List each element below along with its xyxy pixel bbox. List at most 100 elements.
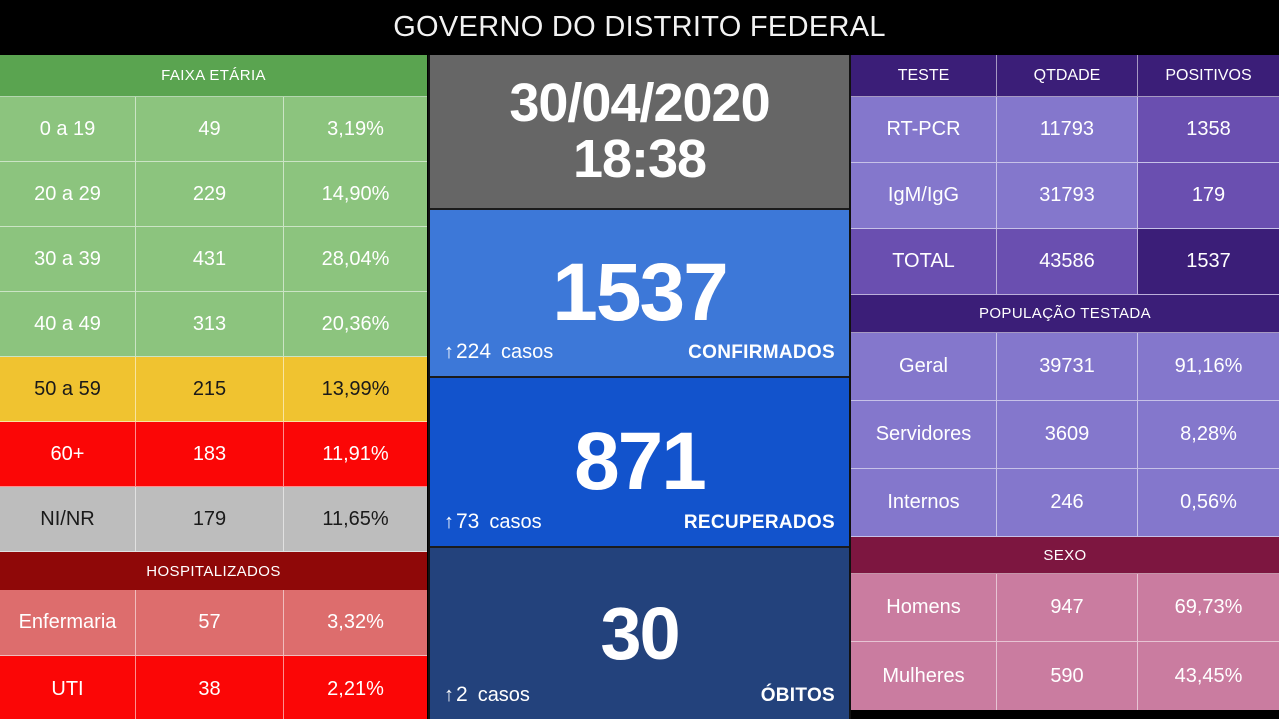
age-range-label: 30 a 39: [0, 227, 136, 291]
table-row: RT-PCR 11793 1358: [851, 97, 1279, 163]
arrow-up-icon: ↑: [444, 341, 454, 363]
sexo-percent: 69,73%: [1174, 596, 1243, 618]
confirmados-value: 1537: [552, 247, 728, 338]
obitos-delta-value: 2: [456, 683, 468, 706]
obitos-card: 30 ↑ 2 casos ÓBITOS: [430, 548, 849, 719]
age-range-count: 183: [136, 422, 284, 486]
teste-qtdade: 11793: [997, 97, 1138, 162]
age-range-count: 215: [136, 357, 284, 421]
arrow-up-icon: ↑: [444, 684, 454, 706]
sexo-label: Homens: [851, 574, 997, 641]
table-row: Enfermaria 57 3,32%: [0, 590, 427, 656]
hospitalizados-percent: 3,32%: [327, 611, 384, 633]
age-range-percent: 28,04%: [321, 247, 390, 270]
hospitalizados-label: UTI: [0, 656, 136, 719]
confirmados-label: CONFIRMADOS: [688, 342, 835, 363]
faixa-etaria-header: FAIXA ETÁRIA: [0, 55, 427, 97]
table-row: Internos 246 0,56%: [851, 469, 1279, 537]
age-range-count: 179: [136, 487, 284, 551]
teste-label: IgM/IgG: [851, 163, 997, 228]
confirmados-delta-unit: casos: [501, 341, 554, 363]
recuperados-delta-value: 73: [456, 510, 480, 533]
recuperados-label: RECUPERADOS: [683, 512, 835, 533]
testes-col-qtdade: QTDADE: [997, 55, 1138, 96]
sexo-header: SEXO: [851, 537, 1279, 574]
recuperados-value: 871: [574, 416, 707, 507]
populacao-testada-header: POPULAÇÃO TESTADA: [851, 295, 1279, 333]
teste-label: TOTAL: [851, 229, 997, 294]
confirmados-delta: ↑ 224 casos: [444, 340, 553, 364]
populacao-count: 39731: [997, 333, 1138, 400]
populacao-count: 246: [997, 469, 1138, 536]
age-range-percent: 11,91%: [322, 442, 389, 465]
current-time: 18:38: [572, 128, 707, 189]
obitos-value: 30: [600, 591, 680, 675]
age-range-label: 60+: [0, 422, 136, 486]
age-range-percent: 3,19%: [327, 117, 384, 140]
age-range-count: 313: [136, 292, 284, 356]
populacao-percent: 8,28%: [1180, 423, 1237, 445]
teste-positivos: 1537: [1138, 229, 1279, 294]
table-row: 0 a 19 49 3,19%: [0, 97, 427, 162]
age-range-percent: 11,65%: [322, 507, 389, 530]
table-row: UTI 38 2,21%: [0, 656, 427, 719]
table-row: Homens 947 69,73%: [851, 574, 1279, 642]
teste-qtdade: 31793: [997, 163, 1138, 228]
table-row: 60+ 183 11,91%: [0, 422, 427, 487]
table-row: IgM/IgG 31793 179: [851, 163, 1279, 229]
table-row: Mulheres 590 43,45%: [851, 642, 1279, 710]
table-row: Geral 39731 91,16%: [851, 333, 1279, 401]
table-row: 50 a 59 215 13,99%: [0, 357, 427, 422]
age-range-percent: 14,90%: [321, 182, 390, 205]
confirmados-delta-value: 224: [456, 340, 492, 363]
faixa-etaria-title: FAIXA ETÁRIA: [161, 67, 266, 84]
age-range-percent: 13,99%: [321, 377, 390, 400]
age-range-count: 431: [136, 227, 284, 291]
age-range-label: 40 a 49: [0, 292, 136, 356]
hospitalizados-count: 38: [136, 656, 284, 719]
left-panel: FAIXA ETÁRIA 0 a 19 49 3,19% 20 a 29 229…: [0, 55, 427, 719]
age-range-count: 49: [136, 97, 284, 161]
page-header: GOVERNO DO DISTRITO FEDERAL: [0, 0, 1279, 55]
sexo-percent: 43,45%: [1174, 664, 1243, 687]
recuperados-card: 871 ↑ 73 casos RECUPERADOS: [430, 378, 849, 548]
populacao-label: Servidores: [851, 401, 997, 468]
arrow-up-icon: ↑: [444, 511, 454, 533]
table-row: 30 a 39 431 28,04%: [0, 227, 427, 292]
hospitalizados-header: HOSPITALIZADOS: [0, 552, 427, 590]
age-range-label: NI/NR: [0, 487, 136, 551]
age-range-label: 50 a 59: [0, 357, 136, 421]
table-row: 40 a 49 313 20,36%: [0, 292, 427, 357]
obitos-delta: ↑ 2 casos: [444, 683, 530, 707]
testes-col-positivos: POSITIVOS: [1165, 66, 1252, 84]
teste-label: RT-PCR: [851, 97, 997, 162]
table-row: NI/NR 179 11,65%: [0, 487, 427, 552]
hospitalizados-percent: 2,21%: [327, 677, 384, 700]
table-row: Servidores 3609 8,28%: [851, 401, 1279, 469]
age-range-percent: 20,36%: [321, 312, 390, 335]
populacao-testada-title: POPULAÇÃO TESTADA: [978, 305, 1152, 322]
hospitalizados-label: Enfermaria: [0, 590, 136, 655]
testes-header-row: TESTE QTDADE POSITIVOS: [851, 55, 1279, 97]
hospitalizados-title: HOSPITALIZADOS: [146, 562, 281, 580]
sexo-label: Mulheres: [851, 642, 997, 710]
teste-positivos: 1358: [1138, 97, 1279, 162]
obitos-label: ÓBITOS: [760, 685, 835, 706]
populacao-count: 3609: [997, 401, 1138, 468]
sexo-count: 947: [997, 574, 1138, 641]
populacao-percent: 0,56%: [1180, 491, 1237, 513]
populacao-percent: 91,16%: [1174, 355, 1243, 377]
age-range-count: 229: [136, 162, 284, 226]
sexo-count: 590: [997, 642, 1138, 710]
page-title: GOVERNO DO DISTRITO FEDERAL: [393, 11, 886, 43]
populacao-label: Geral: [851, 333, 997, 400]
table-row: TOTAL 43586 1537: [851, 229, 1279, 295]
center-panel: 30/04/2020 18:38 1537 ↑ 224 casos CONFIR…: [428, 55, 851, 719]
recuperados-delta-unit: casos: [489, 511, 542, 533]
table-row: 20 a 29 229 14,90%: [0, 162, 427, 227]
populacao-label: Internos: [851, 469, 997, 536]
obitos-delta-unit: casos: [477, 684, 530, 706]
teste-positivos: 179: [1138, 163, 1279, 228]
testes-col-teste: TESTE: [851, 55, 997, 96]
